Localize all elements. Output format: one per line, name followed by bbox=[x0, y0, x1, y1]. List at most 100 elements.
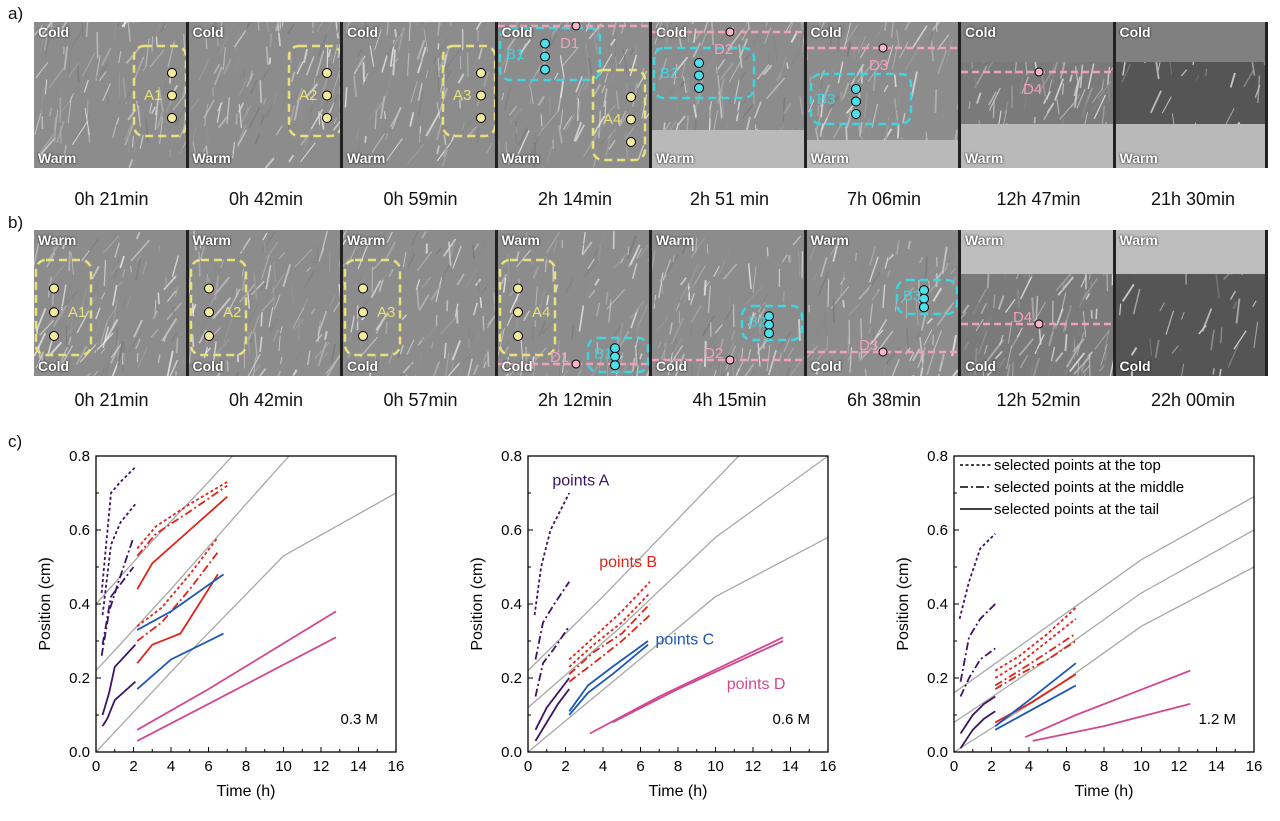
svg-text:B2: B2 bbox=[748, 313, 766, 330]
series-line-B-middle bbox=[569, 604, 650, 674]
x-tick-label: 10 bbox=[1133, 758, 1150, 775]
x-tick-label: 6 bbox=[204, 758, 212, 775]
x-tick-label: 14 bbox=[1208, 758, 1225, 775]
tile-top-label: Cold bbox=[811, 24, 842, 40]
svg-text:B3: B3 bbox=[817, 91, 835, 108]
tile-top-label: Warm bbox=[1120, 232, 1158, 248]
tile-bottom-label: Warm bbox=[502, 150, 540, 166]
x-tick-label: 4 bbox=[1025, 758, 1033, 775]
x-axis-label: Time (h) bbox=[649, 783, 708, 800]
time-caption: 0h 59min bbox=[343, 189, 498, 210]
concentration-annotation: 1.2 M bbox=[1198, 711, 1236, 728]
concentration-annotation: 0.6 M bbox=[772, 711, 810, 728]
time-caption: 2h 12min bbox=[498, 390, 653, 411]
x-tick-label: 6 bbox=[1062, 758, 1070, 775]
time-caption: 0h 21min bbox=[34, 390, 189, 411]
y-axis-label: Position (cm) bbox=[895, 557, 912, 650]
x-tick-label: 6 bbox=[636, 758, 644, 775]
x-tick-label: 16 bbox=[1246, 758, 1263, 775]
tile-bottom-label: Warm bbox=[38, 150, 76, 166]
time-caption: 0h 21min bbox=[34, 189, 189, 210]
x-tick-label: 0 bbox=[950, 758, 958, 775]
series-line-B-top bbox=[995, 608, 1076, 671]
tile-top-label: Warm bbox=[811, 232, 849, 248]
x-tick-label: 10 bbox=[707, 758, 724, 775]
tile-top-label: Cold bbox=[1120, 24, 1151, 40]
series-line-B-top bbox=[569, 593, 650, 667]
y-tick-label: 0.6 bbox=[501, 522, 522, 539]
x-tick-label: 2 bbox=[129, 758, 137, 775]
time-caption: 6h 38min bbox=[807, 390, 962, 411]
series-line-C-tail bbox=[995, 663, 1076, 726]
y-tick-label: 0.8 bbox=[927, 448, 948, 465]
y-tick-label: 0.2 bbox=[501, 670, 522, 687]
x-tick-label: 4 bbox=[167, 758, 175, 775]
tile-bottom-label: Cold bbox=[656, 358, 687, 374]
x-axis-label: Time (h) bbox=[1075, 783, 1134, 800]
y-tick-label: 0.0 bbox=[69, 744, 90, 761]
series-line-A-middle bbox=[961, 604, 996, 682]
guide-curve bbox=[954, 530, 1254, 722]
series-line-B-top bbox=[137, 482, 227, 549]
x-tick-label: 8 bbox=[242, 758, 250, 775]
svg-text:D1: D1 bbox=[560, 35, 579, 52]
svg-text:A1: A1 bbox=[68, 304, 86, 321]
y-axis-label: Position (cm) bbox=[469, 557, 486, 650]
y-axis-label: Position (cm) bbox=[37, 557, 54, 650]
x-tick-label: 12 bbox=[745, 758, 762, 775]
guide-curve bbox=[954, 497, 1254, 693]
svg-text:D4: D4 bbox=[1023, 81, 1042, 98]
series-line-A-middle bbox=[961, 648, 996, 696]
x-tick-label: 8 bbox=[1100, 758, 1108, 775]
series-line-B-tail bbox=[995, 674, 1076, 722]
time-caption: 21h 30min bbox=[1116, 189, 1271, 210]
series-line-B-middle bbox=[995, 634, 1076, 686]
svg-text:A1: A1 bbox=[144, 87, 162, 104]
x-tick-label: 10 bbox=[275, 758, 292, 775]
x-tick-label: 0 bbox=[524, 758, 532, 775]
tile-top-label: Cold bbox=[193, 24, 224, 40]
series-line-C-tail bbox=[137, 574, 223, 630]
y-tick-label: 0.4 bbox=[69, 596, 90, 613]
y-tick-label: 0.4 bbox=[927, 596, 948, 613]
x-tick-label: 14 bbox=[782, 758, 799, 775]
tile-top-label: Warm bbox=[38, 232, 76, 248]
y-tick-label: 0.0 bbox=[927, 744, 948, 761]
time-caption: 22h 00min bbox=[1116, 390, 1271, 411]
micrograph-tile: A1 Warm Cold bbox=[34, 230, 189, 376]
series-line-A-top bbox=[103, 504, 136, 615]
tile-top-label: Cold bbox=[38, 24, 69, 40]
plot-frame bbox=[96, 456, 396, 752]
svg-text:D2: D2 bbox=[704, 345, 723, 362]
time-caption: 4h 15min bbox=[652, 390, 807, 411]
time-caption: 0h 57min bbox=[343, 390, 498, 411]
svg-text:A2: A2 bbox=[223, 304, 241, 321]
legend-label: selected points at the tail bbox=[994, 501, 1159, 518]
micrograph-tile: A1 Cold Warm bbox=[34, 22, 189, 168]
tile-bottom-label: Cold bbox=[347, 358, 378, 374]
tile-bottom-label: Warm bbox=[656, 150, 694, 166]
x-tick-label: 8 bbox=[674, 758, 682, 775]
svg-text:B3: B3 bbox=[903, 287, 921, 304]
y-tick-label: 0.2 bbox=[927, 670, 948, 687]
tile-bottom-label: Cold bbox=[193, 358, 224, 374]
tile-top-label: Cold bbox=[965, 24, 996, 40]
y-tick-label: 0.0 bbox=[501, 744, 522, 761]
guide-curve bbox=[96, 441, 246, 604]
series-line-D-tail bbox=[137, 611, 336, 729]
series-line-C-tail bbox=[995, 685, 1076, 729]
tile-bottom-label: Cold bbox=[38, 358, 69, 374]
